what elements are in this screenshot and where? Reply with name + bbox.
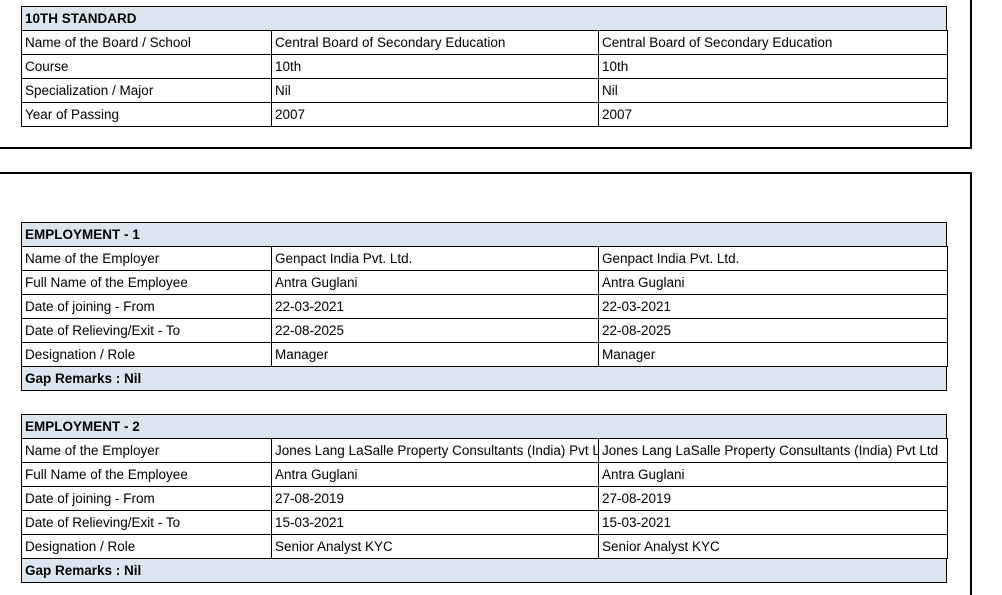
- field-value: Antra Guglani: [598, 462, 948, 487]
- field-value: Nil: [598, 78, 948, 103]
- field-label: Date of joining - From: [21, 486, 273, 511]
- field-value: 22-03-2021: [598, 294, 948, 319]
- section-title: EMPLOYMENT - 1: [21, 222, 947, 247]
- field-value: Nil: [271, 78, 600, 103]
- field-value: Jones Lang LaSalle Property Consultants …: [598, 438, 948, 463]
- field-label: Name of the Employer: [21, 246, 273, 271]
- field-value: Antra Guglani: [598, 270, 948, 295]
- field-value: 2007: [598, 102, 948, 127]
- frame-top: [0, 0, 972, 149]
- field-value: Manager: [598, 342, 948, 367]
- field-value: Manager: [271, 342, 600, 367]
- field-label: Date of Relieving/Exit - To: [21, 318, 273, 343]
- field-value: Antra Guglani: [271, 462, 600, 487]
- field-label: Designation / Role: [21, 342, 273, 367]
- field-label: Full Name of the Employee: [21, 462, 273, 487]
- field-label: Date of Relieving/Exit - To: [21, 510, 273, 535]
- field-label: Year of Passing: [21, 102, 273, 127]
- field-label: Name of the Employer: [21, 438, 273, 463]
- field-value: Antra Guglani: [271, 270, 600, 295]
- field-value: 10th: [271, 54, 600, 79]
- field-value: Genpact India Pvt. Ltd.: [271, 246, 600, 271]
- field-value: 22-08-2025: [271, 318, 600, 343]
- field-value: Genpact India Pvt. Ltd.: [598, 246, 948, 271]
- field-value: Senior Analyst KYC: [598, 534, 948, 559]
- gap-remarks: Gap Remarks : Nil: [21, 558, 947, 583]
- field-value: Central Board of Secondary Education: [271, 30, 600, 55]
- field-value: 15-03-2021: [598, 510, 948, 535]
- field-label: Date of joining - From: [21, 294, 273, 319]
- field-label: Full Name of the Employee: [21, 270, 273, 295]
- field-value: Central Board of Secondary Education: [598, 30, 948, 55]
- field-label: Specialization / Major: [21, 78, 273, 103]
- field-value: 10th: [598, 54, 948, 79]
- frame-bottom: [0, 172, 972, 595]
- field-label: Designation / Role: [21, 534, 273, 559]
- field-label: Name of the Board / School: [21, 30, 273, 55]
- field-value: 2007: [271, 102, 600, 127]
- field-value: 15-03-2021: [271, 510, 600, 535]
- section-title: EMPLOYMENT - 2: [21, 414, 947, 439]
- field-value: 27-08-2019: [271, 486, 600, 511]
- field-value: 22-03-2021: [271, 294, 600, 319]
- section-title: 10TH STANDARD: [21, 6, 947, 31]
- field-value: Senior Analyst KYC: [271, 534, 600, 559]
- field-value: 27-08-2019: [598, 486, 948, 511]
- field-label: Course: [21, 54, 273, 79]
- field-value: 22-08-2025: [598, 318, 948, 343]
- gap-remarks: Gap Remarks : Nil: [21, 366, 947, 391]
- field-value: Jones Lang LaSalle Property Consultants …: [271, 438, 600, 463]
